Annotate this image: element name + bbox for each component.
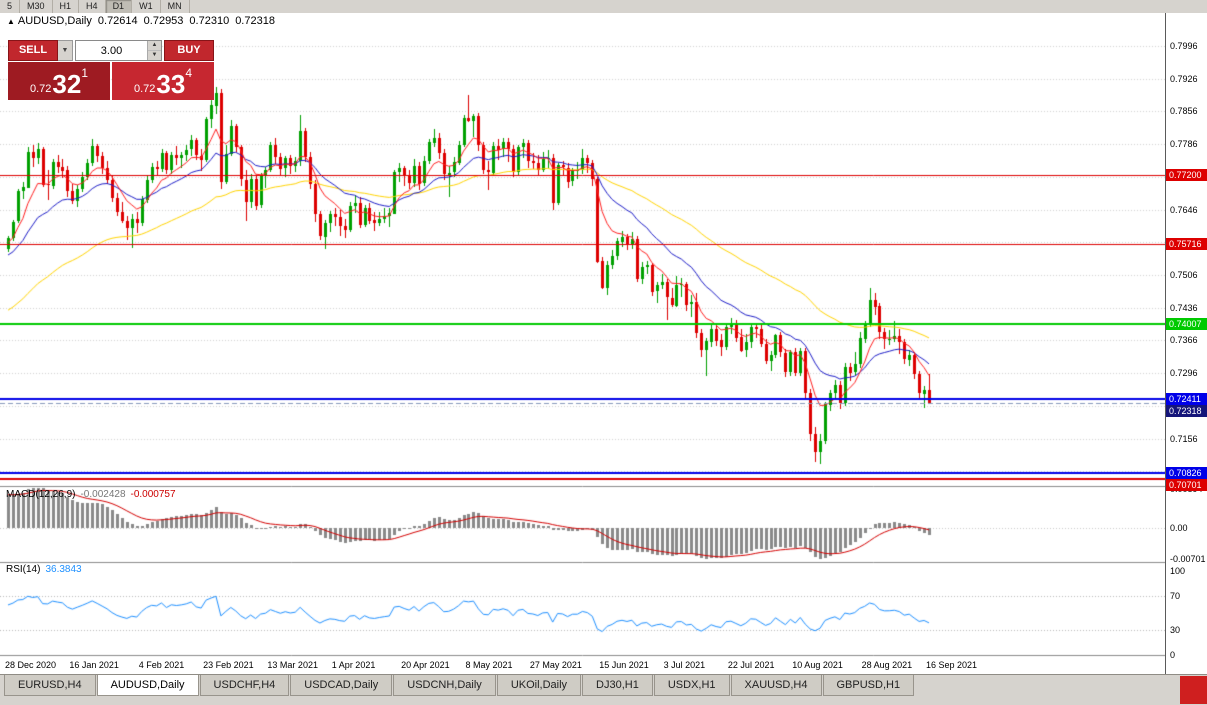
chart-tab-strip: EURUSD,H4 AUDUSD,Daily USDCHF,H4 USDCAD,Dai… <box>0 674 1207 705</box>
sell-price-big: 32 <box>52 69 82 99</box>
macd-axis-label: 0.00 <box>1170 523 1188 533</box>
time-axis-label: 20 Apr 2021 <box>401 660 450 670</box>
macd-indicator-label: MACD(12,26,9) -0.002428 -0.000757 <box>6 489 176 500</box>
timeframe-button-5[interactable]: 5 <box>0 0 21 13</box>
tab-usdcad-daily[interactable]: USDCAD,Daily <box>290 675 393 696</box>
price-axis-label: 0.7156 <box>1170 433 1198 444</box>
macd-name: MACD(12,26,9) <box>6 489 76 500</box>
timeframe-button-d1[interactable]: D1 <box>105 0 133 13</box>
price-axis-label: 0.7436 <box>1170 302 1198 313</box>
timeframe-button-w1[interactable]: W1 <box>132 0 161 13</box>
corner-box <box>1180 676 1207 704</box>
price-axis-label: 0.7786 <box>1170 139 1198 150</box>
time-axis-label: 1 Apr 2021 <box>331 660 376 670</box>
rsi-axis-label: 30 <box>1170 624 1181 635</box>
chart-symbol-period: AUDUSD,Daily <box>17 15 92 27</box>
timeframe-toolbar: 5 M30 H1 H4 D1 W1 MN <box>0 0 1207 14</box>
tab-ukoil-daily[interactable]: UKOil,Daily <box>496 675 582 696</box>
timeframe-button-h4[interactable]: H4 <box>79 0 106 13</box>
buy-button[interactable]: BUY <box>164 40 214 61</box>
chart-header: ▲ AUDUSD,Daily 0.72614 0.72953 0.72310 0.7231… <box>7 15 281 27</box>
time-axis-label: 13 Mar 2021 <box>267 660 318 670</box>
tab-eurusd-h4[interactable]: EURUSD,H4 <box>4 675 96 696</box>
tab-usdchf-h4[interactable]: USDCHF,H4 <box>199 675 290 696</box>
tab-xauusd-h4[interactable]: XAUUSD,H4 <box>730 675 822 696</box>
price-axis-label: 0.7646 <box>1170 204 1198 215</box>
sell-price-tile[interactable]: 0.72 32 1 <box>8 62 110 100</box>
rsi-indicator-label: RSI(14) 36.3843 <box>6 564 82 575</box>
buy-price-tile[interactable]: 0.72 33 4 <box>112 62 214 100</box>
timeframe-button-h1[interactable]: H1 <box>53 0 80 13</box>
spinner-down-icon[interactable]: ▼ <box>148 51 161 60</box>
volume-dropdown-button[interactable]: ▼ <box>58 40 73 61</box>
rsi-axis-label: 70 <box>1170 591 1181 602</box>
level-price-label: 0.70701 <box>1166 478 1207 491</box>
chart-region: ▲ AUDUSD,Daily 0.72614 0.72953 0.72310 0.7231… <box>0 13 1165 674</box>
price-axis-label: 0.7366 <box>1170 335 1198 346</box>
sell-price-sup: 1 <box>81 66 89 80</box>
tab-gbpusd-h1[interactable]: GBPUSD,H1 <box>822 675 915 696</box>
time-axis-label: 28 Aug 2021 <box>861 660 913 670</box>
volume-box: ▲ ▼ <box>75 40 162 61</box>
time-axis-label: 28 Dec 2020 <box>5 660 57 670</box>
chart-tabs: EURUSD,H4 AUDUSD,Daily USDCHF,H4 USDCAD,Dai… <box>0 675 1207 696</box>
rsi-axis-label: 0 <box>1170 650 1176 660</box>
rsi-axis-label: 100 <box>1170 566 1186 576</box>
tab-usdcnh-daily[interactable]: USDCNH,Daily <box>393 675 496 696</box>
chevron-down-icon: ▼ <box>61 47 69 54</box>
current-price-label: 0.72318 <box>1166 404 1207 417</box>
price-axis-label: 0.7296 <box>1170 368 1198 379</box>
volume-spinner: ▲ ▼ <box>147 41 161 60</box>
ohlc-close: 0.72318 <box>235 15 275 27</box>
price-axis-label: 0.7856 <box>1170 106 1198 117</box>
ohlc-open: 0.72614 <box>97 15 138 27</box>
time-axis: 28 Dec 2020 16 Jan 2021 4 Feb 2021 23 Feb 2… <box>0 657 1165 674</box>
level-price-label: 0.72411 <box>1166 392 1207 405</box>
buy-price-big: 33 <box>156 69 186 99</box>
time-axis-label: 3 Jul 2021 <box>663 660 706 670</box>
time-axis-label: 4 Feb 2021 <box>138 660 185 670</box>
ohlc-high: 0.72953 <box>143 15 184 27</box>
time-axis-label: 16 Jan 2021 <box>69 660 119 670</box>
price-axis: 0.79960.79260.78560.77860.77160.76460.75… <box>1165 13 1207 674</box>
time-axis-label: 10 Aug 2021 <box>792 660 843 670</box>
price-axis-label: 0.7506 <box>1170 270 1198 281</box>
ohlc-low: 0.72310 <box>189 15 230 27</box>
rsi-value: 36.3843 <box>45 564 82 575</box>
time-axis-label: 16 Sep 2021 <box>926 660 978 670</box>
timeframe-button-m30[interactable]: M30 <box>20 0 53 13</box>
macd-axis-label: -0.00701 <box>1170 553 1206 564</box>
sell-button[interactable]: SELL <box>8 40 58 61</box>
level-price-label: 0.74007 <box>1166 318 1207 331</box>
tab-audusd-daily[interactable]: AUDUSD,Daily <box>96 675 199 696</box>
price-axis-label: 0.7926 <box>1170 73 1198 84</box>
spinner-up-icon[interactable]: ▲ <box>148 41 161 51</box>
sell-price-prefix: 0.72 <box>29 83 52 95</box>
tab-dj30-h1[interactable]: DJ30,H1 <box>582 675 653 696</box>
price-chart-canvas[interactable] <box>0 13 1165 674</box>
buy-price-prefix: 0.72 <box>133 83 156 95</box>
time-axis-label: 15 Jun 2021 <box>599 660 649 670</box>
rsi-name: RSI(14) <box>6 564 41 575</box>
level-price-label: 0.70826 <box>1166 466 1207 479</box>
timeframe-button-mn[interactable]: MN <box>161 0 190 13</box>
one-click-expander-icon[interactable]: ▲ <box>7 17 15 26</box>
time-axis-label: 8 May 2021 <box>465 660 513 670</box>
level-price-label: 0.75716 <box>1166 238 1207 251</box>
time-axis-label: 23 Feb 2021 <box>203 660 254 670</box>
macd-main-value: -0.002428 <box>80 489 126 500</box>
buy-price-sup: 4 <box>185 66 193 80</box>
tab-usdx-h1[interactable]: USDX,H1 <box>653 675 730 696</box>
time-axis-label: 22 Jul 2021 <box>727 660 775 670</box>
level-price-label: 0.77200 <box>1166 168 1207 181</box>
macd-signal-value: -0.000757 <box>130 489 176 500</box>
price-axis-label: 0.7996 <box>1170 40 1198 51</box>
volume-input[interactable] <box>76 41 147 60</box>
time-axis-label: 27 May 2021 <box>529 660 582 670</box>
